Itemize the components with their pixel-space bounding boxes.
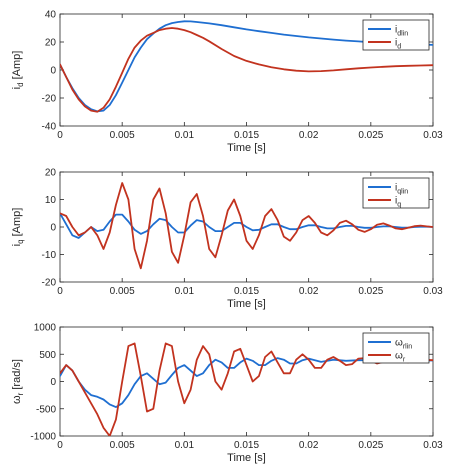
- x-tick-label: 0.025: [358, 440, 383, 451]
- x-tick-label: 0.02: [299, 130, 319, 141]
- legend-label: idlin: [395, 25, 408, 38]
- y-axis-label: ωr [rad/s]: [11, 359, 25, 404]
- legend-box: [362, 177, 430, 209]
- legend-label: ωrlin: [395, 338, 412, 351]
- x-axis-label: Time [s]: [227, 142, 266, 154]
- x-axis-label: Time [s]: [227, 298, 266, 310]
- series-line-dlin: [60, 20, 433, 113]
- y-tick-label: 0: [50, 223, 56, 234]
- x-tick-label: 0.005: [110, 286, 135, 297]
- y-tick-label: -40: [42, 122, 57, 133]
- x-tick-label: 0.03: [423, 440, 443, 451]
- y-tick-label: -20: [42, 94, 57, 105]
- legend-label: iq: [395, 196, 401, 209]
- y-tick-label: -1000: [30, 432, 56, 443]
- y-tick-label: 10: [45, 195, 57, 206]
- x-tick-label: 0.01: [175, 286, 195, 297]
- x-tick-label: 0.005: [110, 440, 135, 451]
- legend-label: id: [395, 38, 401, 51]
- x-tick-label: 0.025: [358, 286, 383, 297]
- y-tick-label: 40: [45, 10, 57, 21]
- x-tick-label: 0.015: [234, 130, 259, 141]
- y-tick-label: -20: [42, 278, 57, 289]
- y-tick-label: 0: [50, 377, 56, 388]
- series-line-d: [60, 27, 433, 113]
- y-tick-label: 0: [50, 66, 56, 77]
- x-axis-label: Time [s]: [227, 452, 266, 464]
- y-tick-label: -10: [42, 250, 57, 261]
- series-line-rlin: [60, 357, 433, 409]
- x-tick-label: 0: [57, 130, 63, 141]
- chart-1: 0 0.005 0.01 0.015 0.02 0.025 0.03 -40 -20 0 20 40 T…: [11, 10, 443, 155]
- x-tick-label: 0.01: [175, 130, 195, 141]
- y-tick-label: 20: [45, 38, 57, 49]
- y-tick-label: -500: [36, 404, 56, 415]
- y-axis-label: id [Amp]: [11, 51, 25, 90]
- legend-label: ωr: [395, 351, 406, 364]
- chart-3: 0 0.005 0.01 0.015 0.02 0.025 0.03 -1000 -500 0 50…: [11, 323, 443, 465]
- legend-label: iqlin: [395, 183, 408, 196]
- y-tick-label: 500: [39, 350, 56, 361]
- series-line-qlin: [60, 212, 433, 239]
- x-tick-label: 0.01: [175, 440, 195, 451]
- legend-box: [362, 332, 430, 364]
- x-tick-label: 0.005: [110, 130, 135, 141]
- x-tick-label: 0.015: [234, 440, 259, 451]
- y-tick-label: 1000: [34, 323, 57, 334]
- x-tick-label: 0.015: [234, 286, 259, 297]
- x-tick-label: 0.025: [358, 130, 383, 141]
- y-axis-label: iq [Amp]: [11, 208, 25, 247]
- x-tick-label: 0.03: [423, 130, 443, 141]
- x-tick-label: 0: [57, 286, 63, 297]
- x-tick-label: 0.03: [423, 286, 443, 297]
- y-tick-label: 20: [45, 168, 57, 179]
- series-line-q: [60, 182, 433, 270]
- chart-2: 0 0.005 0.01 0.015 0.02 0.025 0.03 -20 -10 0 10 20 T…: [11, 168, 443, 311]
- x-tick-label: 0.02: [299, 286, 319, 297]
- x-tick-label: 0: [57, 440, 63, 451]
- legend-box: [362, 19, 430, 51]
- x-tick-label: 0.02: [299, 440, 319, 451]
